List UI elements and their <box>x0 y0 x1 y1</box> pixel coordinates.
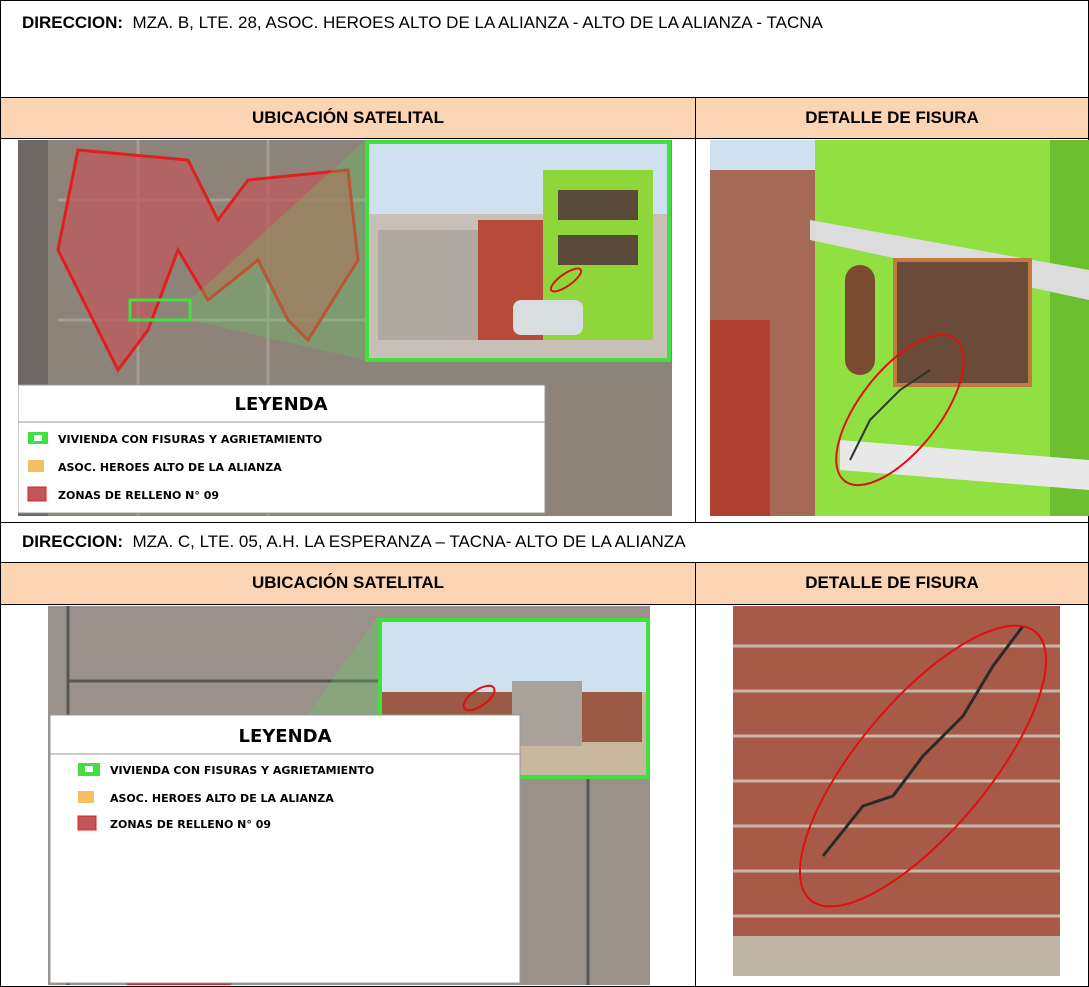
satellite-header: UBICACIÓN SATELITAL <box>0 97 696 139</box>
crack-photo <box>710 140 1089 516</box>
address-label: DIRECCION: <box>22 13 124 32</box>
address: MZA. B, LTE. 28, ASOC. HEROES ALTO DE LA… <box>132 13 823 32</box>
legend-item: ASOC. HEROES ALTO DE LA ALIANZA <box>110 792 334 805</box>
detail-header: DETALLE DE FISURA <box>695 562 1089 605</box>
legend-title: LEYENDA <box>234 394 327 415</box>
address-cell: DIRECCION: MZA. B, LTE. 28, ASOC. HEROES… <box>0 0 1089 98</box>
detail-header: DETALLE DE FISURA <box>695 97 1089 139</box>
address-cell: DIRECCION: MZA. C, LTE. 05, A.H. LA ESPE… <box>0 522 1089 563</box>
satellite-map: LEYENDA VIVIENDA CON FISURAS Y AGRIETAMI… <box>18 140 672 516</box>
legend-item: VIVIENDA CON FISURAS Y AGRIETAMIENTO <box>110 764 374 777</box>
legend-title: LEYENDA <box>238 726 331 747</box>
address-label: DIRECCION: <box>22 532 124 551</box>
legend-item: ZONAS DE RELLENO N° 09 <box>58 489 219 502</box>
address: MZA. C, LTE. 05, A.H. LA ESPERANZA – TAC… <box>132 532 686 551</box>
legend-item: ZONAS DE RELLENO N° 09 <box>110 818 271 831</box>
legend-item: ASOC. HEROES ALTO DE LA ALIANZA <box>58 461 282 474</box>
crack-photo <box>733 606 1060 976</box>
legend-item: VIVIENDA CON FISURAS Y AGRIETAMIENTO <box>58 433 322 446</box>
satellite-header: UBICACIÓN SATELITAL <box>0 562 696 605</box>
satellite-map: LEYENDA VIVIENDA CON FISURAS Y AGRIETAMI… <box>48 606 650 985</box>
